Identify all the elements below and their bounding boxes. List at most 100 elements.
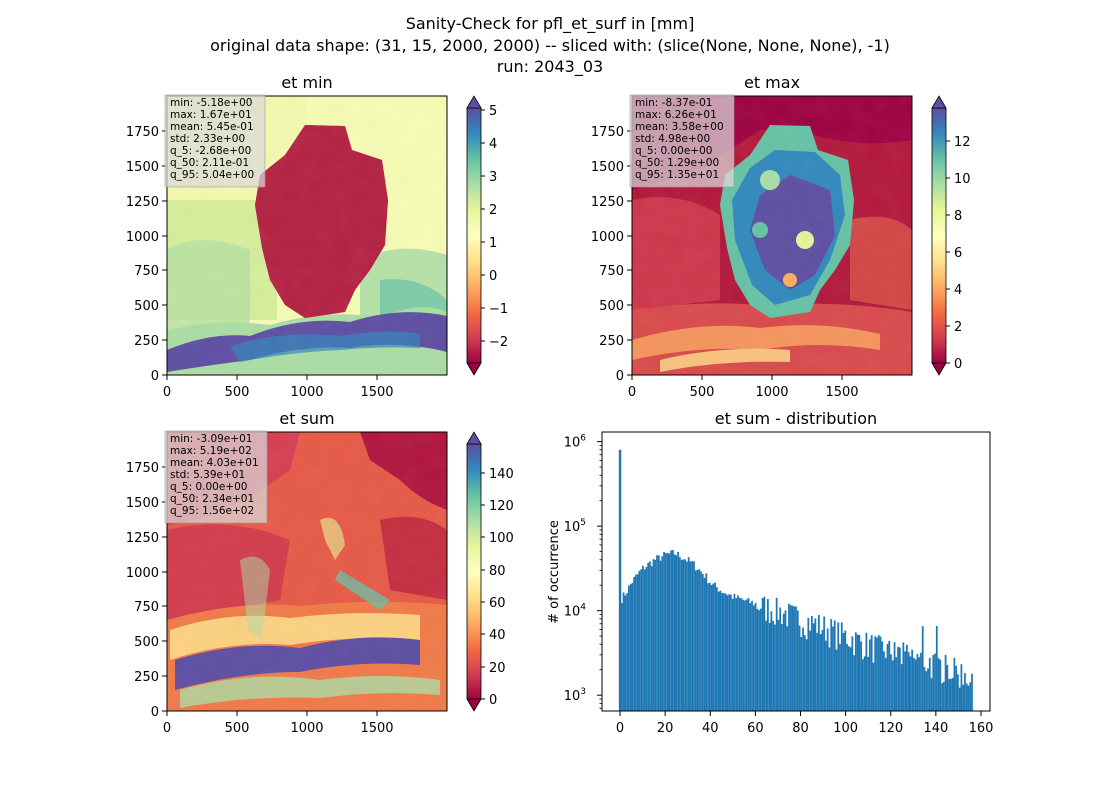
- histogram-bar: [951, 677, 954, 711]
- histogram-bar: [826, 628, 829, 711]
- histogram-bar: [839, 643, 841, 711]
- histogram-bar: [742, 599, 745, 711]
- y-tick-label: 1500: [126, 496, 159, 511]
- histogram-bar: [673, 554, 676, 711]
- histogram-bar: [840, 622, 843, 711]
- histogram-bar: [679, 557, 681, 711]
- histogram-bar: [620, 603, 623, 711]
- stats-line: std: 5.39e+01: [170, 469, 245, 481]
- histogram-bar: [642, 565, 644, 711]
- histogram-bar: [842, 632, 845, 711]
- colorbar-tick-label: 0: [489, 693, 497, 708]
- histogram-bar: [927, 668, 929, 711]
- histogram-bar: [675, 555, 678, 711]
- histogram-bar: [802, 627, 804, 711]
- histogram-bar: [825, 640, 827, 711]
- x-tick-label: 0: [616, 721, 624, 736]
- histogram-bar: [939, 659, 942, 711]
- x-tick-label: 0: [628, 385, 636, 400]
- x-tick-label: 500: [225, 721, 250, 736]
- colorbar-tick-label: 140: [489, 467, 514, 482]
- histogram-bar: [881, 641, 884, 711]
- histogram-bar: [700, 571, 702, 711]
- histogram-bar: [680, 559, 683, 711]
- colorbar-tick-label: 3: [489, 170, 497, 185]
- stats-box: min: -5.18e+00 max: 1.67e+01 mean: 5.45e…: [164, 94, 266, 188]
- histogram-bar: [638, 570, 641, 711]
- x-tick-label: 1000: [290, 721, 323, 736]
- histogram-bar: [714, 582, 716, 711]
- histogram-bar: [726, 595, 729, 711]
- y-tick-label: 1250: [591, 195, 624, 210]
- x-tick-label: 0: [163, 385, 171, 400]
- histogram-bar: [934, 653, 936, 711]
- stats-box: min: -3.09e+01 max: 5.19e+02 mean: 4.03e…: [164, 430, 268, 524]
- colorbar-tick-label: 4: [954, 283, 962, 298]
- histogram-bar: [740, 598, 743, 711]
- heatmap-title: et min: [281, 73, 332, 92]
- histogram-bar: [747, 597, 750, 711]
- histogram-bar: [798, 625, 801, 711]
- stats-line: q_5: 0.00e+00: [170, 481, 247, 493]
- histogram-bar: [877, 635, 880, 711]
- histogram-bar: [663, 552, 665, 711]
- histogram-bar: [781, 624, 783, 711]
- histogram-et-sum-distribution: et sum - distribution 0 20 40 60 80 100 120 140…: [547, 409, 993, 736]
- colorbar-tick-label: 0: [489, 269, 497, 284]
- x-tick-label: 1500: [360, 721, 393, 736]
- histogram-bar: [863, 656, 866, 711]
- histogram-bar: [708, 582, 711, 711]
- histogram-bar: [643, 569, 646, 711]
- colorbar-tick-label: 5: [489, 104, 497, 119]
- colorbar-tick-label: 2: [489, 203, 497, 218]
- histogram-bar: [694, 570, 697, 711]
- histogram-bar: [928, 657, 931, 711]
- histogram-bar: [703, 577, 706, 711]
- y-tick-label: 1750: [591, 125, 624, 140]
- heatmap-et-min: et min 0 500 1000 1500 0 250 5: [126, 73, 508, 400]
- histogram-bar: [946, 664, 949, 711]
- histogram-bar: [888, 640, 891, 711]
- histogram-bar: [909, 656, 912, 711]
- histogram-bar: [647, 562, 650, 711]
- histogram-bar: [948, 678, 950, 711]
- histogram-bar: [800, 637, 803, 711]
- histogram-bar: [805, 639, 808, 711]
- y-axis: 103 104 105 106: [564, 434, 602, 709]
- histogram-bar: [847, 646, 850, 711]
- colorbar-tick-label: −1: [489, 302, 508, 317]
- stats-line: std: 2.33e+00: [170, 133, 245, 145]
- histogram-bar: [682, 559, 685, 711]
- histogram-bar: [932, 655, 935, 711]
- histogram-bar: [793, 606, 796, 711]
- x-axis: 0 500 1000 1500: [628, 375, 859, 400]
- histogram-bar: [654, 559, 657, 711]
- histogram-bar: [759, 608, 762, 711]
- histogram-bar: [835, 649, 838, 711]
- stats-line: mean: 4.03e+01: [170, 457, 259, 469]
- figure-title-line-3: run: 2043_03: [497, 57, 603, 77]
- colorbar-extend-min: [466, 698, 482, 712]
- histogram-bar: [944, 654, 947, 711]
- axes-frame: [601, 431, 991, 712]
- y-tick-label: 1750: [126, 125, 159, 140]
- stats-line: q_5: 0.00e+00: [635, 145, 712, 157]
- y-tick-label: 1750: [126, 461, 159, 476]
- colorbar: 0 2 4 6 8 10 12: [931, 95, 971, 376]
- colorbar: 0 20 40 60 80 100 120 140: [466, 431, 514, 712]
- y-tick-label: 1500: [126, 160, 159, 175]
- y-tick-label: 500: [134, 635, 159, 650]
- x-tick-label: 60: [747, 721, 764, 736]
- stats-box-bg: [164, 430, 268, 524]
- histogram-bar: [807, 617, 810, 711]
- histogram-bar: [650, 566, 653, 711]
- histogram-bar: [958, 687, 961, 711]
- histogram-bar: [624, 595, 627, 711]
- colorbar-tick-label: 100: [489, 531, 514, 546]
- histogram-bar: [870, 635, 873, 711]
- histogram-bar: [935, 625, 938, 711]
- colorbar-tick-label: 12: [954, 135, 971, 150]
- histogram-bar: [766, 599, 769, 711]
- histogram-bar: [656, 555, 658, 711]
